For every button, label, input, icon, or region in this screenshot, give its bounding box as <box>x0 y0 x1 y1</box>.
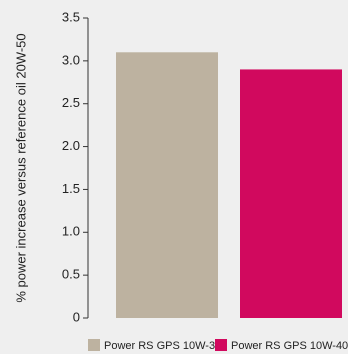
y-tick-label: 1.5 <box>62 181 80 196</box>
y-tick-label: 0.5 <box>62 267 80 282</box>
y-tick-label: 3.5 <box>62 9 80 24</box>
y-tick-label: 3.0 <box>62 52 80 67</box>
y-tick-label: 0 <box>73 309 80 324</box>
bar <box>116 52 218 319</box>
legend-swatch <box>88 339 100 351</box>
legend-label: Power RS GPS 10W-30 <box>104 340 221 352</box>
y-tick-label: 2.0 <box>62 138 80 153</box>
y-tick-label: 2.5 <box>62 95 80 110</box>
bar <box>240 69 342 318</box>
y-axis-title: % power increase versus reference oil 20… <box>13 33 28 302</box>
y-tick-label: 1.0 <box>62 224 80 239</box>
legend-label: Power RS GPS 10W-40 <box>231 340 348 352</box>
legend-swatch <box>215 339 227 351</box>
